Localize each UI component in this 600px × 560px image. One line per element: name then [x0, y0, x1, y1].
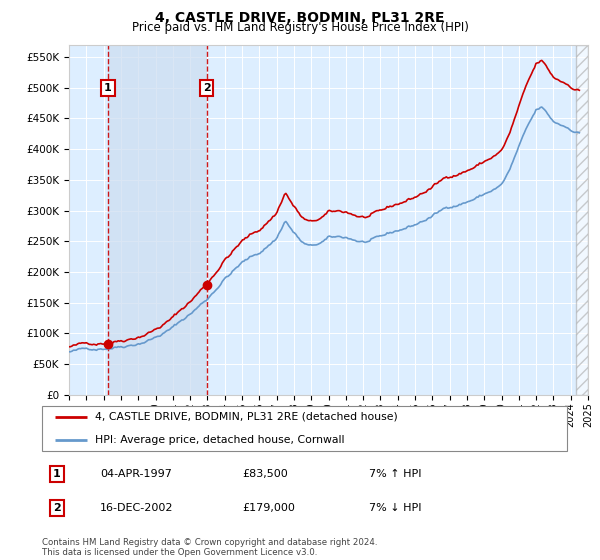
Text: Contains HM Land Registry data © Crown copyright and database right 2024.
This d: Contains HM Land Registry data © Crown c… [42, 538, 377, 557]
Text: 2: 2 [53, 503, 61, 513]
Bar [108, 45, 207, 395]
Text: 4, CASTLE DRIVE, BODMIN, PL31 2RE: 4, CASTLE DRIVE, BODMIN, PL31 2RE [155, 11, 445, 25]
Bar [576, 45, 588, 395]
Text: £179,000: £179,000 [242, 503, 296, 513]
Text: 04-APR-1997: 04-APR-1997 [100, 469, 172, 479]
FancyBboxPatch shape [42, 406, 568, 451]
Text: Price paid vs. HM Land Registry's House Price Index (HPI): Price paid vs. HM Land Registry's House … [131, 21, 469, 34]
Text: 7% ↑ HPI: 7% ↑ HPI [370, 469, 422, 479]
Text: 7% ↓ HPI: 7% ↓ HPI [370, 503, 422, 513]
Text: 4, CASTLE DRIVE, BODMIN, PL31 2RE (detached house): 4, CASTLE DRIVE, BODMIN, PL31 2RE (detac… [95, 412, 398, 422]
Text: HPI: Average price, detached house, Cornwall: HPI: Average price, detached house, Corn… [95, 435, 344, 445]
Text: £83,500: £83,500 [242, 469, 289, 479]
Text: 1: 1 [104, 83, 112, 93]
Text: 2: 2 [203, 83, 211, 93]
Text: 16-DEC-2002: 16-DEC-2002 [100, 503, 173, 513]
Text: 1: 1 [53, 469, 61, 479]
